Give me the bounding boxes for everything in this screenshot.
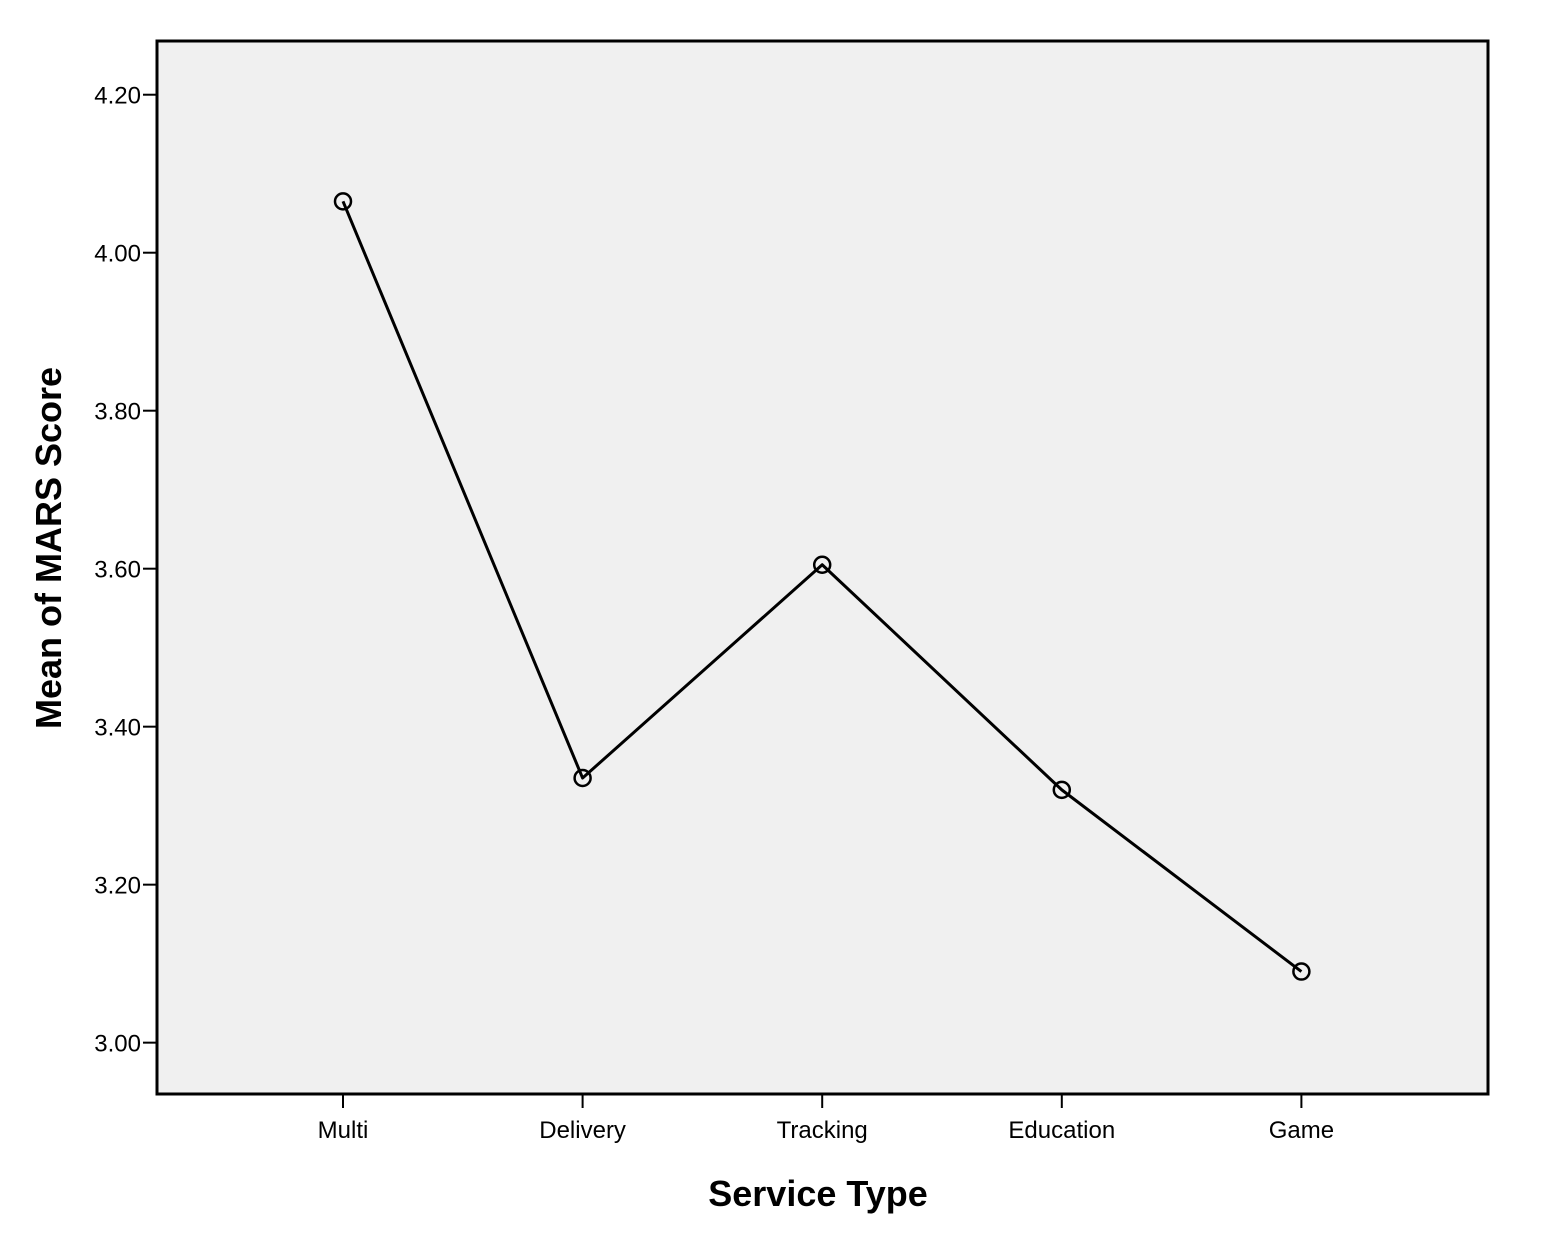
- data-points: [333, 192, 1311, 981]
- data-point: [1292, 962, 1311, 981]
- x-tick-label: Education: [1008, 1117, 1115, 1144]
- data-point: [333, 192, 353, 211]
- x-axis-title: Service Type: [708, 1173, 927, 1214]
- data-point: [1052, 780, 1072, 800]
- y-axis-ticks: 3.00 3.20 3.40 3.60 3.80 4.00 4.20: [94, 83, 157, 1058]
- plot-area: [155, 39, 1490, 1096]
- y-axis-title: Mean of MARS Score: [28, 367, 69, 729]
- series-line: [341, 200, 1303, 973]
- data-point: [812, 555, 832, 574]
- y-tick-label: 4.20: [94, 83, 141, 110]
- data-point: [573, 768, 592, 788]
- y-tick-label: 3.20: [94, 873, 141, 900]
- x-tick-label: Tracking: [777, 1117, 868, 1144]
- y-tick-label: 3.00: [94, 1031, 141, 1058]
- x-tick-label: Game: [1269, 1117, 1334, 1144]
- y-tick-label: 3.60: [94, 557, 141, 584]
- x-tick-label: Delivery: [539, 1117, 626, 1144]
- y-tick-label: 3.40: [94, 715, 141, 742]
- x-tick-label: Multi: [318, 1117, 369, 1144]
- x-axis-ticks: Multi Delivery Tracking Education Game: [318, 1094, 1334, 1144]
- y-tick-label: 3.80: [94, 399, 141, 426]
- y-tick-label: 4.00: [94, 241, 141, 268]
